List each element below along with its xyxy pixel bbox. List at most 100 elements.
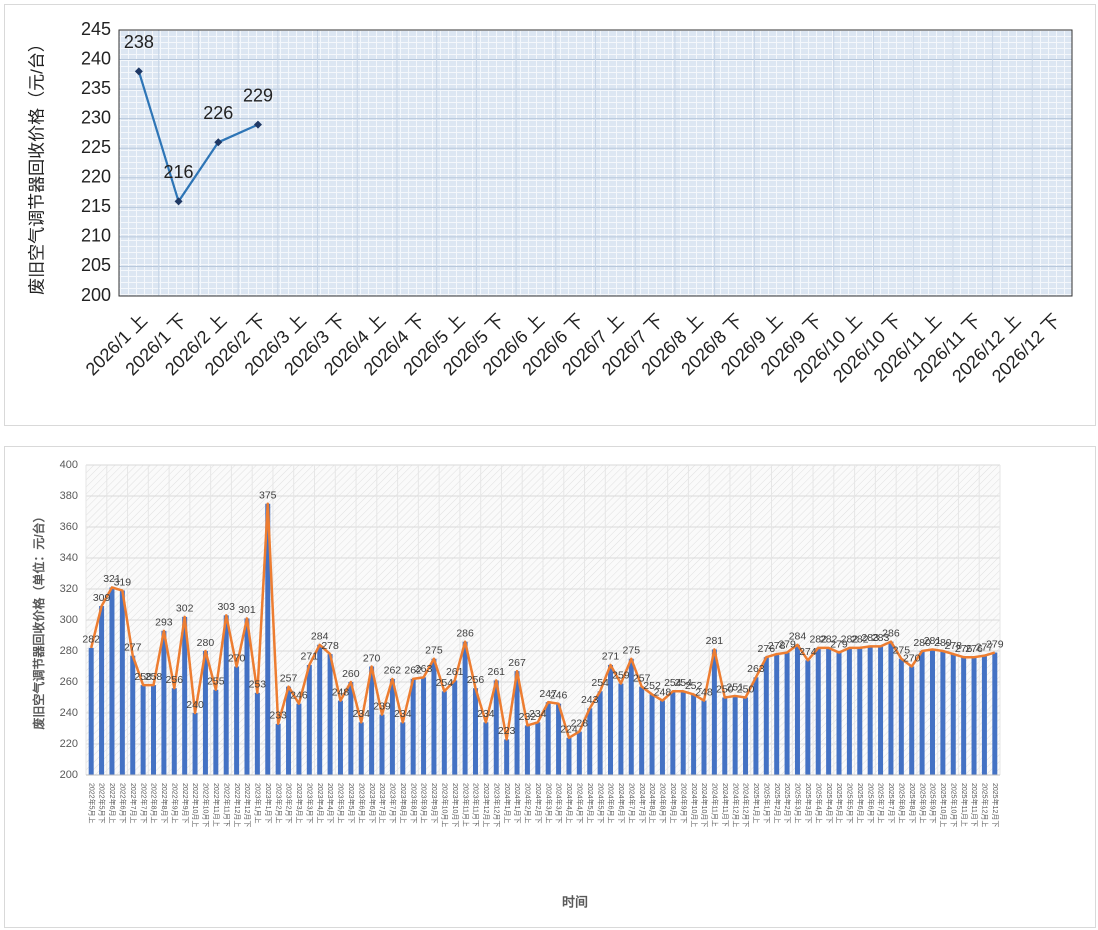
x-tick-label: 2024年6月下 — [617, 783, 626, 823]
data-label: 263 — [415, 663, 433, 675]
x-tick-label: 2022年9月上 — [170, 783, 179, 823]
data-label: 246 — [290, 689, 308, 701]
x-tick-label: 2023年4月下 — [326, 783, 335, 823]
bar — [878, 646, 884, 775]
x-tick-label: 2024年7月上 — [627, 783, 636, 823]
x-tick-label: 2025年3月上 — [794, 783, 803, 823]
data-label: 293 — [155, 617, 173, 629]
x-tick-label: 2024年1月下 — [513, 783, 522, 823]
y-tick-label: 240 — [81, 48, 111, 68]
data-label: 283 — [872, 632, 890, 644]
bar — [711, 649, 717, 775]
x-tick-label: 2025年9月下 — [929, 783, 938, 823]
x-tick-label: 2025年10月下 — [949, 783, 958, 827]
data-label: 281 — [706, 635, 724, 647]
bar — [597, 691, 603, 775]
bar — [805, 660, 811, 775]
bar — [794, 644, 800, 775]
data-label: 254 — [664, 677, 682, 689]
x-tick-label: 2022年7月上 — [129, 783, 138, 823]
bar — [639, 686, 645, 775]
data-label: 253 — [249, 679, 267, 691]
y-tick-label: 300 — [60, 614, 78, 626]
bar — [753, 677, 759, 775]
bar — [99, 606, 105, 775]
data-label: 252 — [643, 680, 661, 692]
x-tick-label: 2023年12月下 — [492, 783, 501, 827]
bar — [369, 666, 375, 775]
data-label: 276 — [955, 643, 973, 655]
y-tick-label: 220 — [60, 738, 78, 750]
data-label: 251 — [726, 682, 744, 694]
bar — [223, 615, 229, 775]
data-label: 234 — [477, 708, 495, 720]
data-label: 262 — [384, 665, 402, 677]
bar — [981, 655, 987, 775]
data-label: 257 — [280, 672, 298, 684]
x-tick-label: 2024年5月下 — [596, 783, 605, 823]
bar — [680, 691, 686, 775]
data-label: 271 — [602, 651, 620, 663]
bar — [649, 694, 655, 775]
bar — [743, 697, 749, 775]
data-label: 256 — [467, 674, 485, 686]
bar — [961, 657, 967, 775]
x-tick-label: 2023年1月上 — [254, 783, 263, 823]
bar — [244, 618, 250, 775]
bar — [940, 651, 946, 775]
bar — [846, 647, 852, 775]
data-label: 243 — [581, 694, 599, 706]
x-tick-label: 2022年5月下 — [98, 783, 107, 823]
x-tick-label: 2025年2月上 — [773, 783, 782, 823]
x-tick-label: 2025年12月下 — [991, 783, 1000, 827]
data-label: 228 — [571, 717, 589, 729]
bar — [234, 666, 240, 775]
x-tick-label: 2023年8月下 — [409, 783, 418, 823]
bar — [88, 647, 94, 775]
y-axis-title: 废旧空气调节器回收价格（元/台） — [27, 35, 46, 295]
bar — [265, 503, 271, 775]
bar — [857, 647, 863, 775]
data-label: 257 — [633, 672, 651, 684]
bar — [659, 700, 665, 775]
x-tick-label: 2025年3月下 — [804, 783, 813, 823]
data-label: 248 — [654, 686, 672, 698]
data-label: 258 — [134, 671, 152, 683]
data-label: 232 — [519, 711, 537, 723]
y-tick-label: 240 — [60, 707, 78, 719]
data-label: 234 — [394, 708, 412, 720]
x-tick-label: 2025年5月上 — [835, 783, 844, 823]
bar — [732, 695, 738, 775]
bar — [192, 713, 198, 775]
x-tick-label: 2023年10月下 — [451, 783, 460, 827]
x-tick-label: 2024年8月下 — [659, 783, 668, 823]
data-label: 277 — [976, 641, 994, 653]
bar — [327, 654, 333, 775]
x-tick-label: 2022年10月下 — [202, 783, 211, 827]
x-tick-label: 2023年3月上 — [295, 783, 304, 823]
bar — [836, 652, 842, 775]
x-tick-label: 2022年6月上 — [108, 783, 117, 823]
bar — [826, 647, 832, 775]
bar — [867, 646, 873, 775]
x-tick-label: 2024年7月下 — [638, 783, 647, 823]
data-label: 274 — [799, 646, 817, 658]
data-label: 282 — [809, 634, 827, 646]
y-tick-label: 220 — [81, 167, 111, 187]
data-label: 270 — [228, 652, 246, 664]
x-tick-label: 2023年1月下 — [264, 783, 273, 823]
data-label: 281 — [924, 635, 942, 647]
data-label: 278 — [321, 640, 339, 652]
data-label: 246 — [550, 689, 568, 701]
data-label: 280 — [934, 637, 952, 649]
data-label: 303 — [217, 601, 235, 613]
bar — [389, 678, 395, 775]
bar — [670, 691, 676, 775]
data-label: 278 — [768, 640, 786, 652]
data-label: 261 — [487, 666, 505, 678]
bar — [545, 702, 551, 775]
x-tick-label: 2023年8月上 — [399, 783, 408, 823]
x-tick-label: 2024年10月下 — [700, 783, 709, 827]
x-tick-label: 2023年5月下 — [347, 783, 356, 823]
